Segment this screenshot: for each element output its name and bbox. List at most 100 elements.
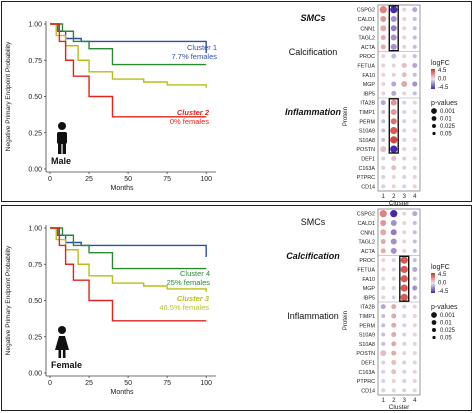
dot-fetua-c2 <box>391 63 396 68</box>
dot-fa10-c2 <box>391 276 396 281</box>
y-tick-label: 1.00 <box>28 226 42 233</box>
dot-tagl2-c1 <box>380 35 386 41</box>
dot-fetua-c4 <box>412 62 418 68</box>
logfc-tick-label: 4.5 <box>438 272 447 278</box>
highlight-box <box>388 5 399 52</box>
series-line-cluster-4 <box>50 227 207 270</box>
dot-ptprc-c3 <box>402 379 407 384</box>
dot-c163a-c3 <box>402 165 407 170</box>
protein-label: PTPRC <box>357 175 375 181</box>
dot-ptprc-c4 <box>412 175 417 180</box>
logfc-tick-label: 0.0 <box>438 77 447 83</box>
protein-label: IBP5 <box>363 91 375 97</box>
highlight-box <box>399 255 410 302</box>
x-axis-title: Months <box>111 185 134 192</box>
dot-s10a9-c1 <box>381 332 386 337</box>
dot-cnn1-c3 <box>402 230 407 235</box>
dot-ita2b-c3 <box>402 100 407 105</box>
dot-s10a8-c4 <box>412 137 417 142</box>
dot-mgp-c3 <box>401 81 408 88</box>
bottom-panel-frame <box>1 205 472 411</box>
dot-proc-c4 <box>412 258 417 263</box>
dot-perm-c2 <box>391 322 397 328</box>
dot-acta-c2 <box>390 247 397 254</box>
dot-mgp-c4 <box>412 285 418 291</box>
protein-label: CD14 <box>361 388 375 394</box>
dot-c163a-c1 <box>381 369 386 374</box>
dot-def1-c4 <box>412 360 417 365</box>
dot-c163a-c3 <box>402 369 407 374</box>
dot-ita2b-c4 <box>412 304 417 309</box>
protein-label: PERM <box>359 119 375 125</box>
person-head-icon <box>58 326 66 334</box>
dot-ibp5-c2 <box>391 295 396 300</box>
pvalue-legend-dot <box>431 320 437 325</box>
annotation-subtitle: 7.7% females <box>172 52 218 61</box>
dot-perm-c1 <box>381 323 386 328</box>
dot-def1-c4 <box>412 156 417 161</box>
dot-ita2b-c1 <box>380 100 386 106</box>
dot-cspg2-c4 <box>412 7 418 13</box>
dot-fetua-c1 <box>381 267 386 272</box>
dot-cald1-c4 <box>412 220 417 225</box>
dot-acta-c4 <box>412 248 417 253</box>
dot-def1-c3 <box>402 360 407 365</box>
series-line-cluster-3 <box>50 23 207 88</box>
dot-mgp-c3 <box>400 284 408 292</box>
pvalue-legend-dot <box>432 328 436 332</box>
dot-fetua-c1 <box>381 63 386 68</box>
pvalue-tick-label: 0.05 <box>440 336 452 342</box>
dot-cald1-c2 <box>390 15 397 22</box>
dot-proc-c1 <box>381 258 386 263</box>
group-label: SMCs <box>301 217 326 227</box>
dot-postn-c2 <box>390 145 398 153</box>
protein-label: FA10 <box>362 73 375 79</box>
pvalue-tick-label: 0.001 <box>440 109 456 115</box>
protein-label: S10A9 <box>359 333 375 339</box>
person-leg-icon <box>62 350 66 358</box>
dot-cald1-c4 <box>412 16 417 21</box>
dot-s10a8-c3 <box>402 137 407 142</box>
dot-timp1-c3 <box>402 313 407 318</box>
x-tick-label: 25 <box>85 380 93 387</box>
dot-c163a-c2 <box>391 165 397 171</box>
dot-timp1-c1 <box>381 109 386 114</box>
dot-acta-c3 <box>402 248 407 253</box>
x-tick-label: 0 <box>48 176 52 183</box>
dot-ptprc-c3 <box>402 175 407 180</box>
group-label: SMCs <box>300 13 325 23</box>
logfc-tick-label: 4.5 <box>438 68 447 74</box>
dot-cnn1-c1 <box>380 229 387 236</box>
sex-label: Female <box>51 360 82 370</box>
protein-axis-title: Protein <box>343 311 349 330</box>
series-line-cluster-2 <box>50 227 207 322</box>
dot-cnn1-c3 <box>402 26 407 31</box>
dot-cspg2-c2 <box>390 210 398 218</box>
group-label: Inflammation <box>285 107 342 117</box>
dot-perm-c3 <box>402 119 407 124</box>
protein-label: CSPG2 <box>357 8 375 14</box>
dot-cd14-c4 <box>412 388 417 393</box>
dot-postn-c2 <box>391 350 397 356</box>
dot-postn-c1 <box>380 350 387 357</box>
dot-ita2b-c1 <box>380 304 386 310</box>
dot-timp1-c2 <box>390 108 397 115</box>
person-leg-icon <box>62 143 66 154</box>
dot-timp1-c2 <box>391 313 397 319</box>
dot-s10a9-c3 <box>402 332 407 337</box>
pvalue-tick-label: 0.01 <box>440 117 452 123</box>
cluster-label: 2 <box>392 194 396 200</box>
x-tick-label: 100 <box>200 380 212 387</box>
pvalue-tick-label: 0.001 <box>440 313 456 319</box>
logfc-tick-label: -4.5 <box>438 289 449 295</box>
dot-def1-c2 <box>391 155 397 161</box>
dot-fa10-c1 <box>381 72 386 77</box>
protein-label: IBP5 <box>363 295 375 301</box>
dot-cd14-c3 <box>402 184 407 189</box>
protein-label: CD14 <box>361 184 375 190</box>
dot-cnn1-c2 <box>390 25 397 32</box>
dot-s10a8-c3 <box>402 341 407 346</box>
dot-def1-c1 <box>381 360 386 365</box>
sex-label: Male <box>51 156 71 166</box>
pvalue-legend-title: p-values <box>431 100 458 107</box>
